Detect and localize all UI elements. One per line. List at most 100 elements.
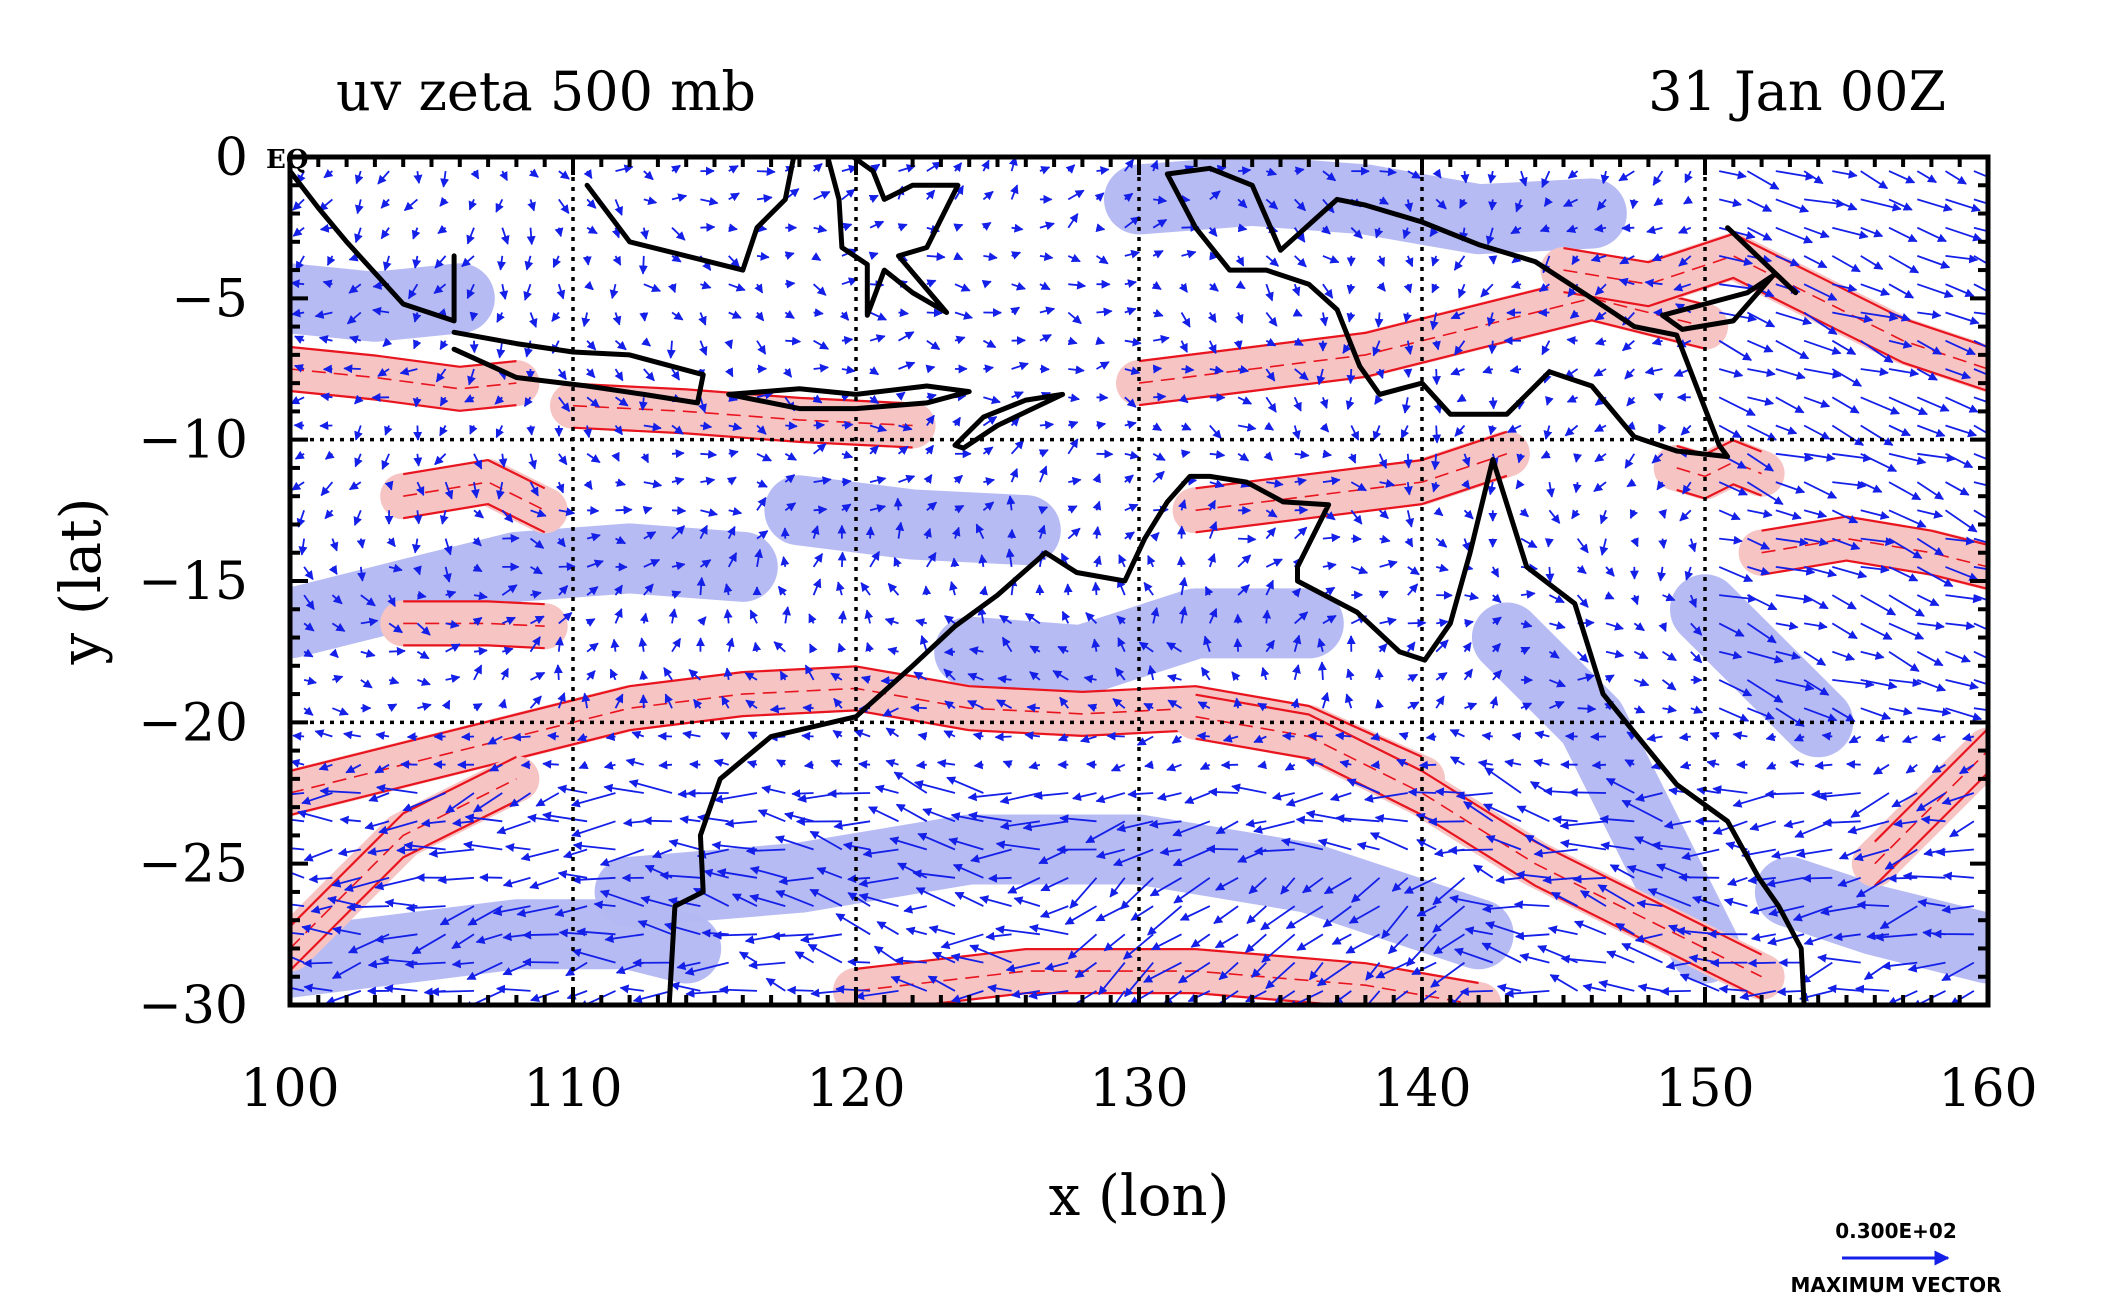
wind-vector <box>1571 509 1581 520</box>
wind-vector <box>1321 225 1331 235</box>
wind-vector <box>1374 394 1384 405</box>
wind-vector <box>1294 477 1307 486</box>
wind-vector <box>586 532 601 542</box>
wind-vector <box>1094 192 1105 202</box>
wind-vector <box>1599 509 1609 525</box>
wind-vector <box>981 221 992 231</box>
wind-vector <box>699 524 708 540</box>
wind-vector <box>1153 392 1167 402</box>
wind-vector <box>585 368 596 379</box>
wind-vector <box>756 251 770 261</box>
wind-vector <box>556 283 566 300</box>
wind-vector <box>329 538 339 552</box>
wind-vector <box>1572 481 1582 494</box>
wind-vector <box>671 506 687 516</box>
wind-vector <box>643 531 657 540</box>
wind-vector <box>643 196 658 205</box>
positive-vorticity-contour <box>403 622 545 627</box>
wind-vector <box>1510 280 1522 290</box>
wind-vector <box>639 312 649 322</box>
wind-vector <box>1292 308 1303 317</box>
wind-vector <box>1039 420 1055 430</box>
y-tick-label: −20 <box>138 693 248 753</box>
wind-vector <box>1152 364 1163 374</box>
wind-vector <box>643 170 654 181</box>
wind-vector <box>869 394 880 405</box>
wind-vector <box>1831 509 1859 524</box>
wind-vector <box>1096 361 1110 370</box>
wind-vector <box>925 414 935 427</box>
wind-vector <box>1803 255 1828 269</box>
wind-vector <box>1775 368 1806 380</box>
wind-vector <box>526 227 536 246</box>
wind-vector <box>1067 438 1079 455</box>
wind-vector <box>1888 452 1927 465</box>
y-tick-label: 0 <box>215 128 248 188</box>
wind-vector <box>614 396 629 407</box>
wind-vector <box>1238 534 1257 544</box>
wind-vector <box>1506 424 1522 434</box>
x-tick-label: 100 <box>240 1059 339 1119</box>
positive-vorticity-contour <box>403 459 546 490</box>
wind-vector <box>784 474 796 484</box>
wind-vector <box>1945 424 1978 438</box>
wind-vector <box>1775 170 1815 181</box>
wind-vector <box>1209 450 1226 459</box>
wind-vector <box>827 789 871 799</box>
wind-vector <box>615 505 633 515</box>
positive-vorticity-contour <box>1761 515 1988 546</box>
wind-vector <box>1973 311 1988 316</box>
wind-vector <box>1718 255 1754 267</box>
wind-vector <box>700 421 713 431</box>
wind-vector <box>1571 255 1581 266</box>
positive-vorticity-contour <box>572 404 913 427</box>
wind-vector <box>1548 509 1561 524</box>
wind-vector <box>1747 368 1776 378</box>
wind-vector <box>754 311 765 322</box>
wind-vector <box>1646 225 1663 235</box>
wind-vector <box>527 199 536 212</box>
wind-vector <box>1945 481 1970 496</box>
wind-vector <box>499 170 508 182</box>
wind-vector <box>756 167 776 177</box>
wind-vector <box>1775 198 1810 213</box>
wind-vector <box>354 199 364 215</box>
wind-vector <box>1747 339 1774 353</box>
wind-vector <box>1124 307 1137 316</box>
wind-vector <box>1375 368 1385 380</box>
wind-vector <box>667 283 677 294</box>
wind-vector <box>756 496 767 511</box>
wind-vector <box>1403 453 1413 469</box>
wind-vector <box>756 479 768 488</box>
wind-vector <box>811 252 822 262</box>
wind-vector <box>1519 170 1528 187</box>
wind-vector <box>1039 306 1056 316</box>
wind-vector <box>926 392 937 402</box>
positive-vorticity-contour <box>1195 430 1508 490</box>
wind-vector <box>895 521 905 539</box>
wind-vector <box>1917 198 1953 212</box>
wind-vector <box>464 394 475 403</box>
wind-vector <box>1124 503 1139 512</box>
wind-vector <box>1322 255 1340 264</box>
wind-vector <box>1346 368 1356 385</box>
wind-vector <box>290 279 305 289</box>
wind-vector <box>1265 311 1278 327</box>
wind-vector <box>1626 478 1637 488</box>
wind-vector <box>1566 394 1578 403</box>
wind-vector <box>1544 538 1554 548</box>
vector-key-value: 0.300E+02 <box>1835 1219 1957 1243</box>
wind-vector <box>1350 425 1360 441</box>
wind-vector <box>756 452 773 462</box>
wind-vector <box>666 340 676 359</box>
wind-vector <box>1775 481 1806 494</box>
wind-vector <box>1403 481 1413 496</box>
wind-vector <box>1916 368 1938 381</box>
wind-vector <box>638 397 648 411</box>
wind-vector <box>1831 368 1862 387</box>
wind-vector <box>868 251 879 261</box>
wind-vector <box>1973 424 1988 435</box>
wind-vector <box>1515 479 1525 490</box>
wind-vector <box>1095 255 1109 265</box>
wind-vector <box>302 958 333 968</box>
